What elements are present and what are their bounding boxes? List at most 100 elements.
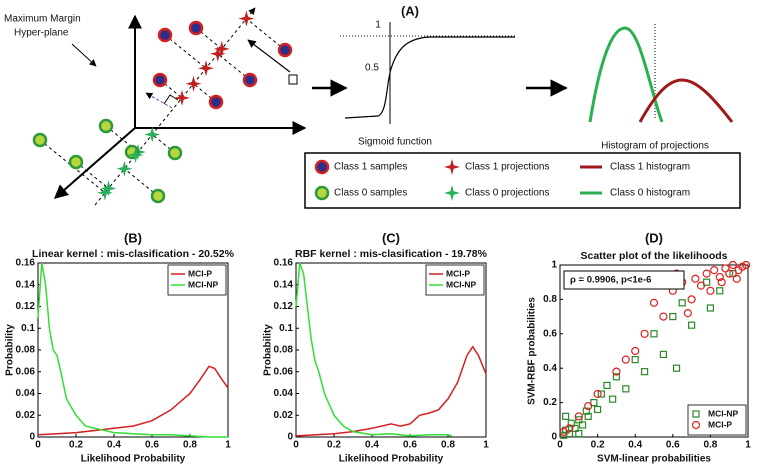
legend-label: Class 1 samples	[334, 162, 407, 173]
x-tick-label: 0.2	[591, 440, 605, 451]
legend-label: Class 0 histogram	[610, 188, 690, 199]
panel-label: (D)	[645, 230, 663, 245]
point	[721, 264, 730, 273]
legend-projection	[444, 159, 460, 175]
point	[669, 313, 677, 321]
y-tick-label: 0.2	[543, 397, 557, 408]
point	[687, 295, 696, 304]
class1-sample	[157, 27, 173, 43]
projection-line	[39, 139, 106, 194]
projection-line	[151, 134, 176, 154]
legend-label: MCI-P	[708, 419, 732, 429]
right-angle	[163, 94, 179, 105]
point	[732, 274, 741, 283]
legend-label: Class 1 histogram	[610, 162, 690, 173]
point	[640, 368, 649, 376]
point	[659, 312, 668, 321]
axis	[53, 127, 136, 199]
class1-sample	[152, 72, 168, 88]
y-axis-label: Probability	[263, 324, 274, 376]
chart-title: Scatter plot of the likelihoods	[580, 250, 727, 262]
point	[597, 390, 605, 398]
x-axis-label: Likelihood Probability	[81, 454, 186, 465]
point	[710, 266, 719, 275]
y-tick-label: 0.06	[274, 366, 294, 377]
point	[590, 399, 598, 407]
class1-projection	[198, 60, 214, 77]
x-tick-label: 1	[745, 440, 751, 451]
x-tick-label: 0	[35, 440, 41, 451]
y-tick-label: 0.08	[16, 345, 36, 356]
y-tick-label: 0.14	[274, 279, 294, 290]
point	[603, 381, 611, 389]
class0-projection	[116, 160, 133, 177]
legend-label: Class 0 samples	[334, 188, 407, 199]
y-tick-label: 0.08	[274, 345, 294, 356]
x-tick-label: 0.4	[107, 440, 121, 451]
x-tick-label: 0.8	[183, 440, 197, 451]
point	[716, 287, 724, 295]
point	[678, 299, 686, 307]
point	[622, 385, 630, 393]
histogram-caption: Histogram of projections	[601, 141, 709, 152]
sigmoid-curve	[344, 36, 515, 119]
point	[575, 416, 583, 424]
class1-sample	[208, 94, 224, 110]
legend-projection	[444, 185, 460, 201]
legend-label: MCI-P	[188, 268, 212, 278]
legend-marker	[691, 420, 701, 430]
point	[738, 262, 747, 271]
projection-line	[246, 18, 286, 51]
class1-projection	[185, 75, 202, 92]
y-tick-label: 0.12	[16, 301, 36, 312]
point	[631, 346, 640, 356]
panel-label: (C)	[382, 230, 400, 245]
w-arrow	[247, 39, 291, 73]
legend-label: Class 1 projections	[465, 162, 549, 173]
legend-box	[304, 152, 741, 209]
point	[691, 274, 700, 283]
x-tick-label: 0.6	[145, 440, 159, 451]
x-tick-label: 0.8	[441, 440, 455, 451]
class0-projection	[96, 184, 113, 201]
class0-sample	[98, 118, 114, 134]
chart-title: RBF kernel : mis-clasification - 19.78%	[295, 248, 488, 260]
projection-line	[159, 79, 183, 99]
y-tick-label: 0	[29, 432, 35, 443]
pointer-arrow	[71, 43, 97, 67]
class1-projection	[174, 89, 190, 106]
point	[567, 419, 575, 427]
point	[612, 367, 621, 376]
y-axis-label: Probability	[5, 324, 16, 376]
plot-frame	[559, 264, 749, 438]
x-tick-label: 0	[293, 440, 299, 451]
class1-projection	[209, 45, 226, 62]
x-tick-label: 1	[225, 440, 231, 451]
x-tick-label: 1	[483, 440, 489, 451]
point	[706, 286, 715, 295]
point	[609, 395, 617, 403]
class1-sample	[277, 42, 293, 58]
x-tick-label: 0.4	[628, 440, 642, 451]
x-tick-label: 0.6	[403, 440, 417, 451]
x-tick-label: 0.4	[365, 440, 379, 451]
point	[672, 364, 681, 372]
point	[631, 356, 639, 364]
hyperplane-label: Hyper-plane	[14, 28, 69, 39]
point	[702, 269, 711, 278]
sigmoid-tick: 1	[375, 20, 381, 31]
point	[729, 270, 737, 278]
legend-marker	[692, 410, 700, 418]
annotation-box	[563, 270, 685, 290]
hyperplane-label: Maximum Margin	[4, 14, 81, 25]
point	[687, 321, 696, 329]
x-axis-label: Likelihood Probability	[339, 454, 444, 465]
normal-vector	[145, 92, 173, 109]
y-tick-label: 0.1	[21, 323, 35, 334]
legend-box	[167, 264, 227, 296]
class1-histogram-curve	[638, 78, 734, 123]
point	[640, 329, 649, 338]
panel-label: (A)	[401, 3, 419, 18]
y-tick-label: 0	[287, 432, 293, 443]
legend-label: Class 0 projections	[465, 188, 549, 199]
